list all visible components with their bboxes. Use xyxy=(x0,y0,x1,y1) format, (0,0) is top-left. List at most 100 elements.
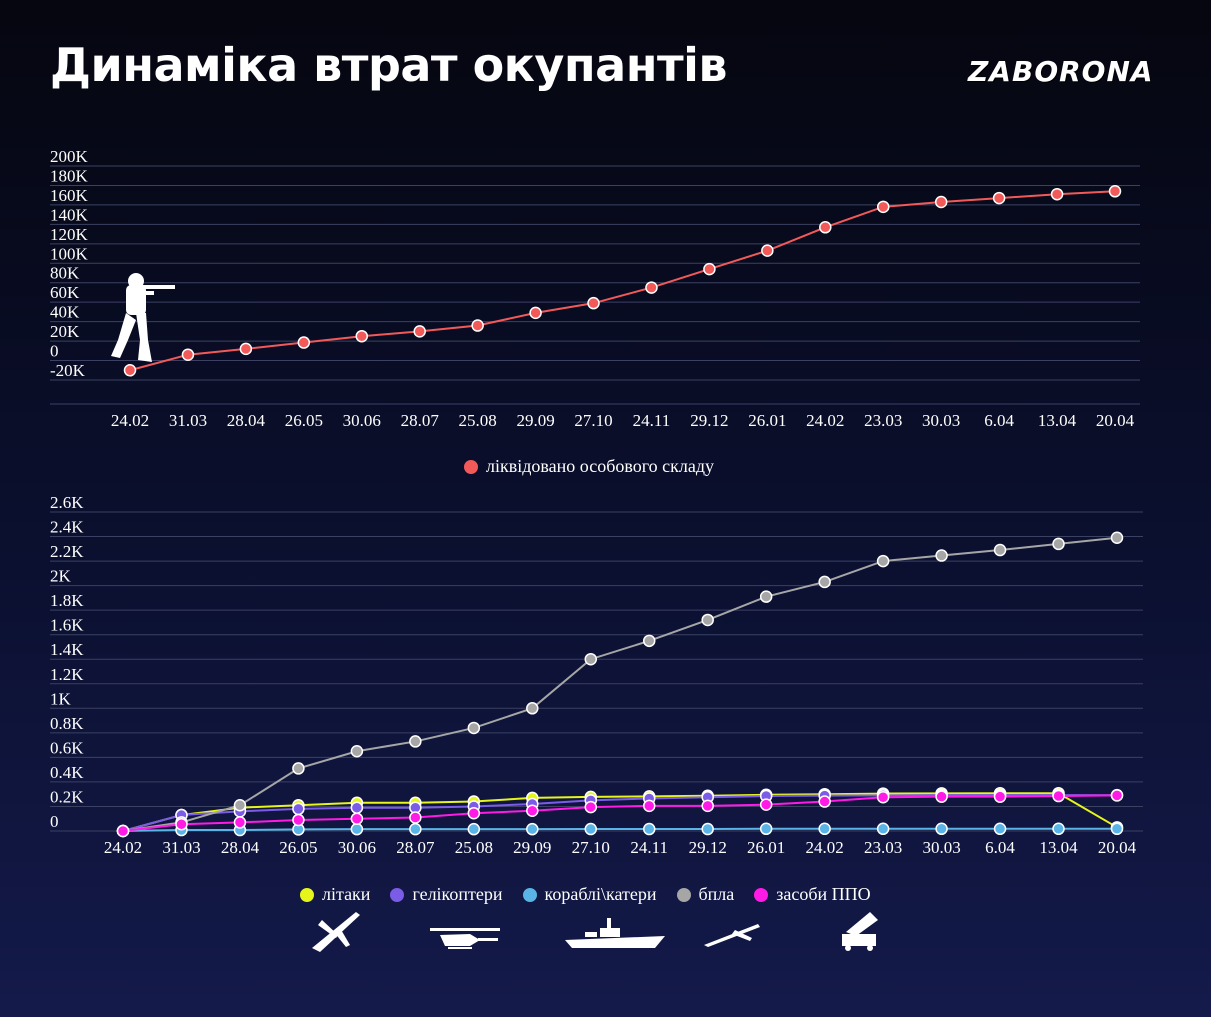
x-tick-label: 27.10 xyxy=(572,838,610,857)
data-point xyxy=(876,791,890,804)
data-point xyxy=(409,822,422,836)
data-point xyxy=(703,262,716,276)
data-point xyxy=(819,221,832,234)
legend-dot xyxy=(522,887,537,902)
data-point xyxy=(1052,537,1065,551)
x-tick-label: 29.12 xyxy=(690,411,728,430)
data-point xyxy=(701,613,714,627)
x-tick-label: 26.05 xyxy=(279,838,317,857)
data-point xyxy=(1110,531,1124,545)
x-tick-label: 25.08 xyxy=(459,411,497,430)
x-tick-label: 24.02 xyxy=(111,411,149,430)
soldier-icon xyxy=(111,273,175,362)
data-point xyxy=(181,348,195,361)
x-tick-label: 31.03 xyxy=(162,838,200,857)
ship-icon xyxy=(565,918,665,948)
legend-dot xyxy=(754,887,769,902)
brand-logo: ZABORONA xyxy=(968,55,1154,88)
data-point xyxy=(761,244,774,257)
data-point xyxy=(818,575,831,589)
x-tick-label: 25.08 xyxy=(455,838,493,857)
data-point xyxy=(355,329,369,343)
x-tick-label: 31.03 xyxy=(169,411,207,430)
data-point xyxy=(584,800,598,814)
x-tick-label: 23.03 xyxy=(864,838,902,857)
y-tick-label: 200K xyxy=(50,147,89,166)
series-line xyxy=(122,792,1118,832)
x-tick-label: 29.09 xyxy=(516,411,554,430)
data-point xyxy=(292,762,305,775)
y-tick-label: 180K xyxy=(50,166,89,185)
data-point xyxy=(587,296,600,310)
data-point xyxy=(1052,789,1065,803)
data-point xyxy=(350,801,364,814)
y-tick-label: 2.6K xyxy=(50,493,84,512)
data-point xyxy=(993,790,1007,803)
series-line xyxy=(122,794,1118,832)
y-tick-label: 140K xyxy=(50,205,89,224)
data-point xyxy=(233,816,247,829)
data-point xyxy=(1108,185,1122,198)
helicopter-icon xyxy=(430,928,500,949)
x-tick-label: 24.02 xyxy=(806,411,844,430)
data-point xyxy=(701,799,714,813)
x-tick-label: 20.04 xyxy=(1096,411,1135,430)
x-tick-label: 26.01 xyxy=(747,838,785,857)
x-tick-label: 23.03 xyxy=(864,411,902,430)
data-point xyxy=(876,822,890,836)
data-point xyxy=(292,802,305,816)
series-line xyxy=(122,536,1118,832)
data-point xyxy=(175,818,188,831)
x-tick-label: 24.11 xyxy=(633,411,671,430)
data-point xyxy=(350,745,364,758)
equipment-legend: літаки гелікоптери кораблі\катери бпла засоб… xyxy=(300,884,885,905)
y-tick-label: 2K xyxy=(50,567,72,586)
legend-item: ліквідовано особового складу xyxy=(464,456,714,477)
data-point xyxy=(467,806,481,820)
data-point xyxy=(526,822,539,836)
data-point xyxy=(934,195,948,209)
data-point xyxy=(818,822,831,836)
data-point xyxy=(409,811,422,824)
y-tick-label: 100K xyxy=(50,244,89,263)
legend-dot xyxy=(390,887,405,902)
y-tick-label: 20K xyxy=(50,322,80,341)
data-point xyxy=(759,822,773,836)
page-title: Динаміка втрат окупантів xyxy=(50,38,728,92)
data-point xyxy=(935,822,948,836)
y-tick-label: 0.4K xyxy=(50,763,84,782)
x-tick-label: 6.04 xyxy=(985,838,1015,857)
data-point xyxy=(350,812,364,825)
data-point xyxy=(233,798,247,812)
data-point xyxy=(584,822,598,836)
y-tick-label: 0 xyxy=(50,812,59,831)
data-point xyxy=(876,200,890,214)
data-point xyxy=(935,549,948,562)
y-tick-label: 1.6K xyxy=(50,616,84,635)
legend-label: бпла xyxy=(698,884,735,904)
y-tick-label: 1K xyxy=(50,689,72,708)
x-tick-label: 27.10 xyxy=(574,411,612,430)
x-tick-label: 28.04 xyxy=(221,838,260,857)
data-point xyxy=(935,790,948,803)
equipment-chart: 2.6K 2.4K 2.2K 2K 1.8K 1.6K 1.4K 1.2K 1K 0.8K 0.6K… xyxy=(50,493,1143,857)
x-tick-label: 28.07 xyxy=(401,411,440,430)
data-point xyxy=(1110,789,1124,802)
drone-icon xyxy=(704,924,760,947)
data-point xyxy=(993,822,1007,836)
y-tick-label: -20K xyxy=(50,361,86,380)
x-tick-label: 20.04 xyxy=(1098,838,1137,857)
data-point xyxy=(645,281,658,294)
data-point xyxy=(239,342,253,356)
y-tick-label: 60K xyxy=(50,283,80,302)
plane-icon xyxy=(312,912,360,952)
legend-dot xyxy=(464,459,478,474)
series-line xyxy=(129,190,1116,372)
legend-item: засоби ППО xyxy=(754,884,871,905)
data-point xyxy=(584,652,598,666)
legend-label: літаки xyxy=(322,884,371,904)
data-point xyxy=(413,325,426,338)
legend-label: кораблі\катери xyxy=(544,884,657,904)
x-tick-label: 28.07 xyxy=(396,838,435,857)
